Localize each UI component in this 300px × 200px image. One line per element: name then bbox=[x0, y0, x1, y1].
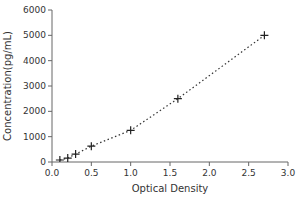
y-tick-label: 4000 bbox=[23, 56, 46, 66]
data-marker bbox=[87, 142, 95, 150]
y-tick bbox=[48, 136, 52, 137]
y-tick-label: 5000 bbox=[23, 30, 46, 40]
data-marker bbox=[72, 150, 80, 158]
y-tick bbox=[48, 60, 52, 61]
data-line bbox=[60, 35, 265, 160]
y-tick-label: 6000 bbox=[23, 5, 46, 15]
y-tick-label: 2000 bbox=[23, 106, 46, 116]
y-tick bbox=[48, 35, 52, 36]
data-marker bbox=[64, 154, 72, 162]
y-tick-label: 0 bbox=[40, 157, 46, 167]
x-tick bbox=[170, 162, 171, 166]
y-tick bbox=[48, 162, 52, 163]
x-tick bbox=[130, 162, 131, 166]
plot-area bbox=[56, 31, 269, 162]
data-marker bbox=[174, 95, 182, 103]
chart-svg: 0.0 0.5 1.0 1.5 2.0 2.5 3.0 0 1000 2000 3000 4000 50… bbox=[0, 0, 300, 200]
y-tick bbox=[48, 111, 52, 112]
y-tick bbox=[48, 10, 52, 11]
x-tick-label: 0.0 bbox=[45, 168, 60, 178]
x-tick-label: 1.0 bbox=[124, 168, 139, 178]
chart-container: 0.0 0.5 1.0 1.5 2.0 2.5 3.0 0 1000 2000 3000 4000 50… bbox=[0, 0, 300, 200]
y-tick-label: 1000 bbox=[23, 132, 46, 142]
x-tick bbox=[288, 162, 289, 166]
x-tick-label: 1.5 bbox=[163, 168, 177, 178]
x-tick-label: 3.0 bbox=[281, 168, 296, 178]
y-tick-label: 3000 bbox=[23, 81, 46, 91]
x-tick bbox=[52, 162, 53, 166]
x-tick-label: 0.5 bbox=[84, 168, 98, 178]
data-marker bbox=[127, 126, 135, 134]
x-tick bbox=[209, 162, 210, 166]
y-tick bbox=[48, 86, 52, 87]
x-tick-label: 2.0 bbox=[202, 168, 217, 178]
x-tick bbox=[248, 162, 249, 166]
x-axis-label: Optical Density bbox=[132, 183, 209, 194]
y-axis-label: Concentration(pg/mL) bbox=[2, 31, 13, 141]
x-tick bbox=[91, 162, 92, 166]
x-tick-label: 2.5 bbox=[242, 168, 256, 178]
data-marker bbox=[56, 156, 64, 162]
data-marker bbox=[260, 31, 268, 39]
